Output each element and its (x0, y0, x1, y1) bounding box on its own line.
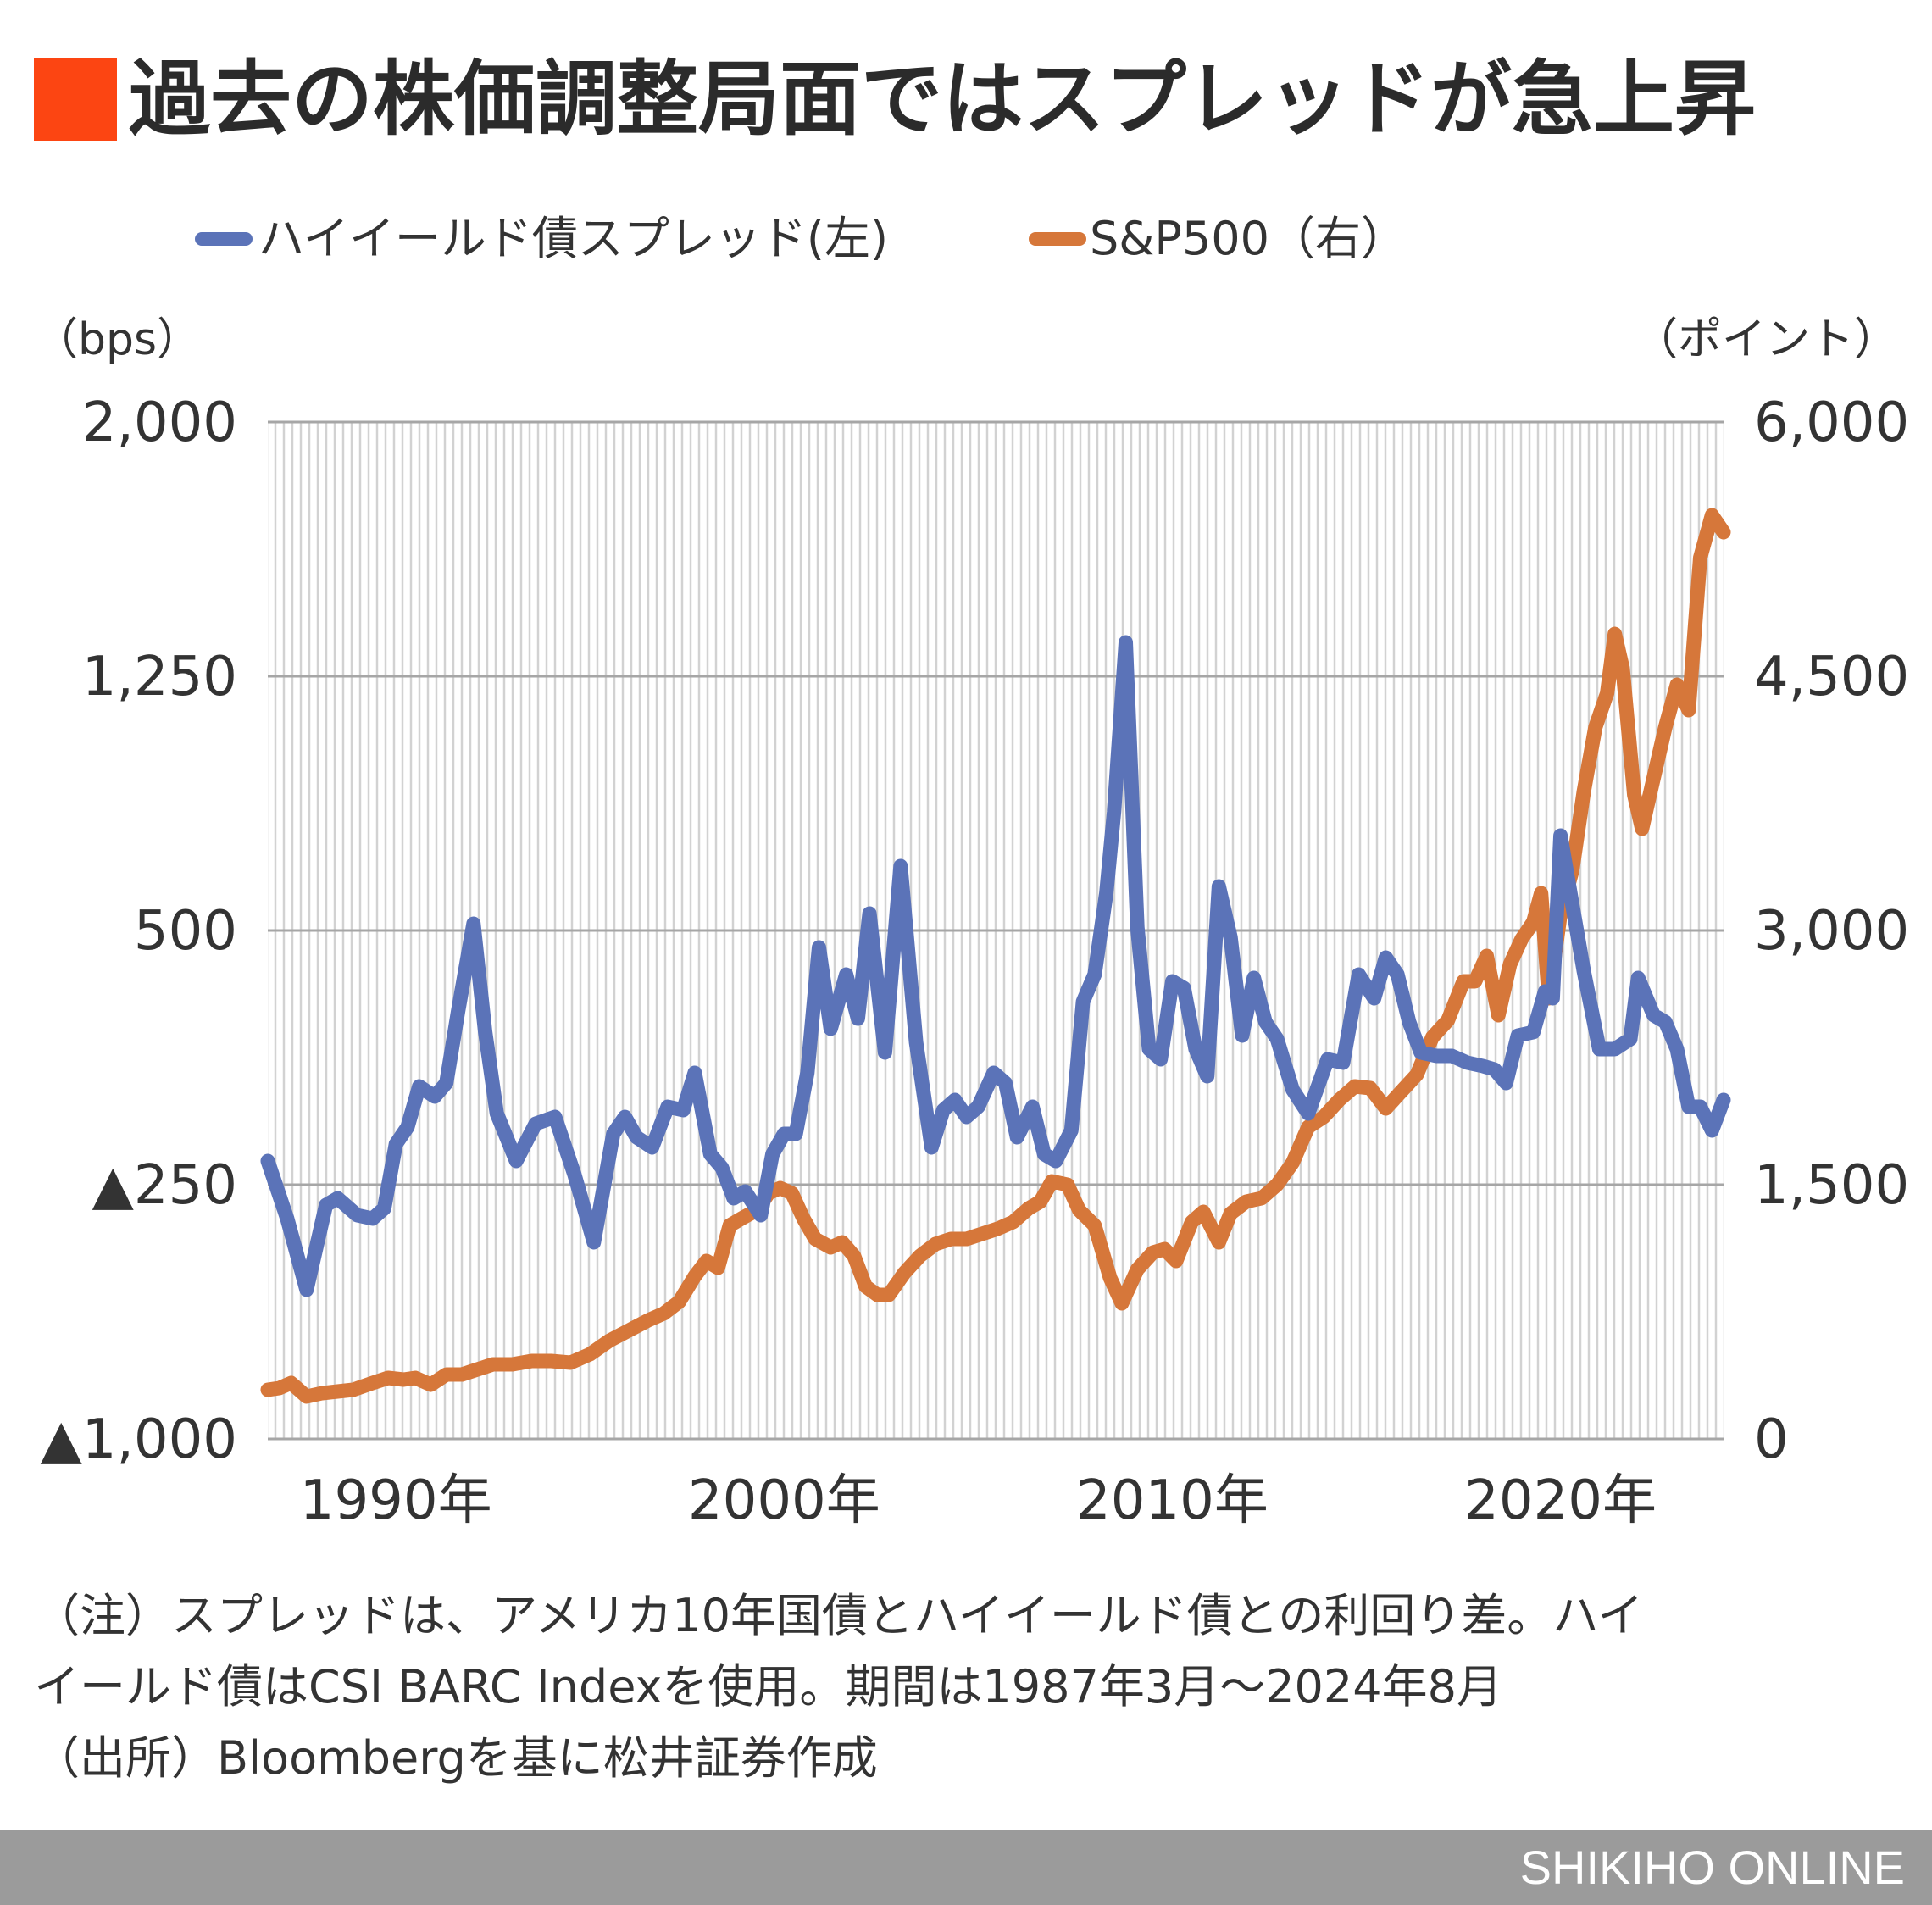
left-axis-unit: （bps） (34, 314, 201, 365)
horizontal-gridlines (268, 420, 1724, 1441)
right-tick-label: 0 (1754, 1408, 1789, 1471)
series-line-spread (260, 635, 1731, 1297)
page-title: 過去の株価調整局面ではスプレッドが急上昇 (129, 52, 1756, 147)
legend-label-spread: ハイイールド債スプレッド(左) (258, 212, 888, 265)
x-tick-label: 2020年 (1464, 1469, 1657, 1532)
right-tick-label: 6,000 (1754, 392, 1909, 454)
legend-label-sp500: S&P500（右） (1090, 212, 1407, 265)
x-tick-label: 2010年 (1076, 1469, 1269, 1532)
x-tick-label: 2000年 (688, 1469, 880, 1532)
left-tick-label: 2,000 (82, 392, 237, 454)
note-line-2: イールド債はCSI BARC Indexを使用。期間は1987年3月～2024年… (34, 1660, 1502, 1713)
x-axis-ticks: 1990年 2000年 2010年 2020年 (300, 1469, 1657, 1532)
series-line-sp500 (260, 508, 1731, 1404)
right-tick-label: 1,500 (1754, 1154, 1909, 1217)
x-tick-label: 1990年 (300, 1469, 492, 1532)
series-lines (260, 508, 1731, 1404)
note-line-1: （注）スプレッドは、アメリカ10年国債とハイイールド債との利回り差。ハイ (34, 1589, 1644, 1642)
title-accent-square (34, 58, 117, 141)
source-line: （出所）Bloombergを基に松井証券作成 (34, 1731, 878, 1785)
footer-brand: SHIKIHO ONLINE (1519, 1841, 1905, 1894)
chart: ハイイールド債スプレッド(左) S&P500（右） （bps） （ポイント） ▲… (34, 212, 1909, 1532)
footer-bar: SHIKIHO ONLINE (0, 1830, 1932, 1905)
left-tick-label: ▲1,000 (41, 1408, 237, 1471)
left-tick-label: 500 (134, 900, 237, 963)
right-axis-ticks: 0 1,500 3,000 4,500 6,000 (1754, 392, 1909, 1471)
left-tick-label: ▲250 (92, 1154, 237, 1217)
legend: ハイイールド債スプレッド(左) S&P500（右） (195, 212, 1407, 265)
right-tick-label: 3,000 (1754, 900, 1909, 963)
right-axis-unit: （ポイント） (1634, 314, 1898, 365)
left-axis-ticks: ▲1,000 ▲250 500 1,250 2,000 (41, 392, 237, 1471)
left-tick-label: 1,250 (82, 646, 237, 708)
right-tick-label: 4,500 (1754, 646, 1909, 708)
